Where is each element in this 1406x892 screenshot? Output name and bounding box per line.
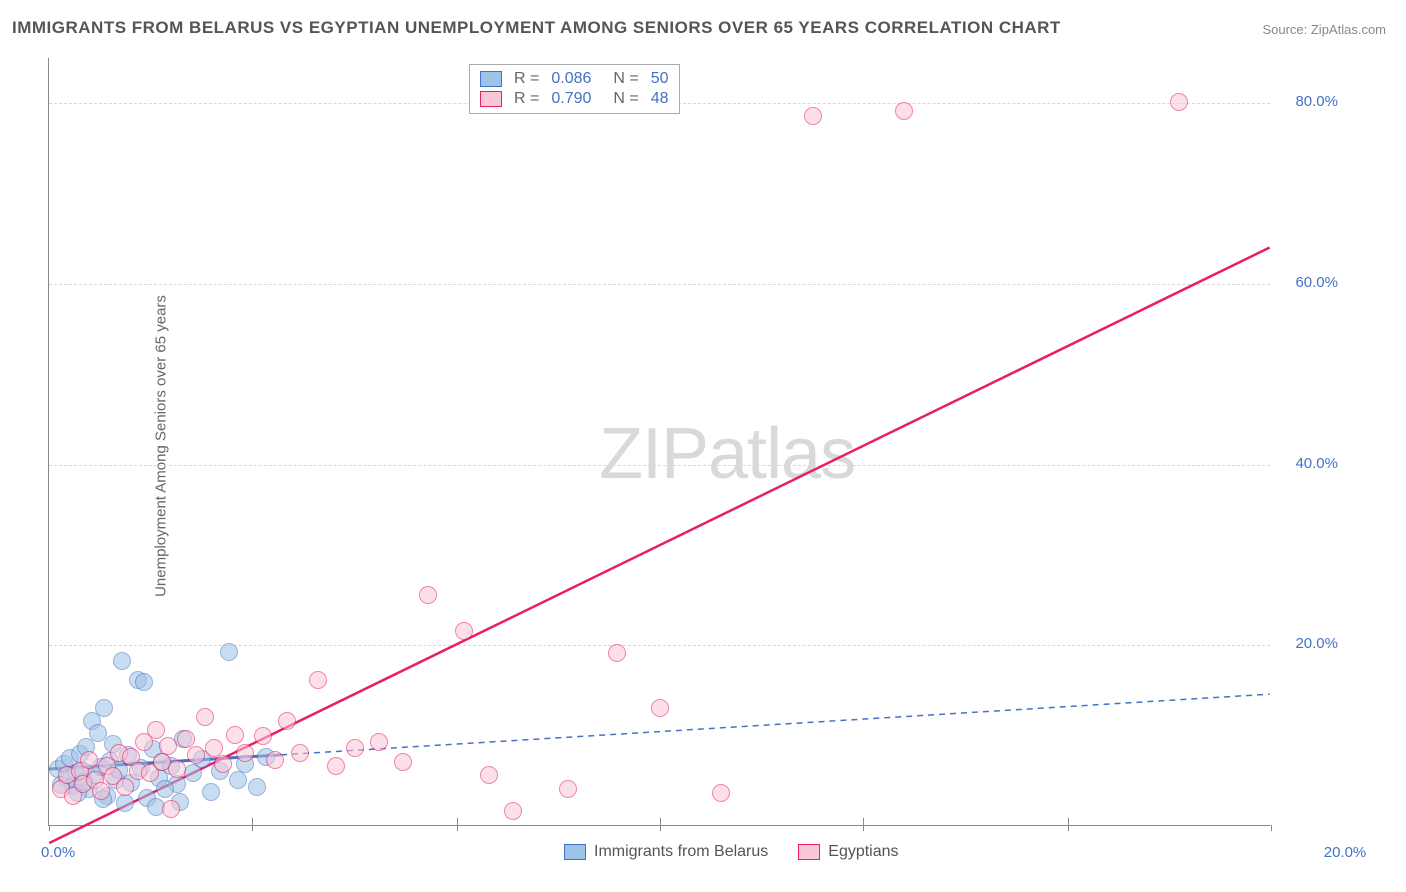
data-point — [95, 699, 113, 717]
data-point — [202, 783, 220, 801]
r-label: R = — [514, 90, 539, 108]
data-point — [266, 751, 284, 769]
data-point — [159, 737, 177, 755]
data-point — [254, 727, 272, 745]
data-point — [162, 800, 180, 818]
data-point — [214, 755, 232, 773]
series-legend: Immigrants from Belarus Egyptians — [564, 843, 899, 861]
data-point — [92, 782, 110, 800]
data-point — [113, 652, 131, 670]
data-point — [394, 753, 412, 771]
chart-title: IMMIGRANTS FROM BELARUS VS EGYPTIAN UNEM… — [12, 18, 1061, 38]
data-point — [480, 766, 498, 784]
data-point — [135, 673, 153, 691]
data-point — [804, 107, 822, 125]
legend-swatch — [480, 71, 502, 87]
data-point — [156, 780, 174, 798]
data-point — [187, 746, 205, 764]
y-tick-label: 40.0% — [1295, 455, 1338, 472]
correlation-legend-row: R = 0.790 N = 48 — [480, 89, 669, 109]
data-point — [226, 726, 244, 744]
n-value: 48 — [651, 90, 669, 108]
legend-swatch — [798, 844, 820, 860]
n-label: N = — [613, 70, 638, 88]
legend-label: Immigrants from Belarus — [594, 843, 768, 861]
data-point — [651, 699, 669, 717]
data-point — [895, 102, 913, 120]
source-attribution: Source: ZipAtlas.com — [1262, 22, 1386, 37]
legend-item: Immigrants from Belarus — [564, 843, 768, 861]
data-point — [291, 744, 309, 762]
x-tick — [49, 825, 50, 831]
data-point — [116, 794, 134, 812]
legend-label: Egyptians — [828, 843, 898, 861]
data-point — [236, 744, 254, 762]
r-label: R = — [514, 70, 539, 88]
r-value: 0.086 — [551, 70, 591, 88]
data-point — [168, 760, 186, 778]
data-point — [327, 757, 345, 775]
correlation-legend: R = 0.086 N = 50 R = 0.790 N = 48 — [469, 64, 680, 114]
data-point — [559, 780, 577, 798]
y-tick-label: 60.0% — [1295, 274, 1338, 291]
correlation-legend-row: R = 0.086 N = 50 — [480, 69, 669, 89]
data-point — [147, 721, 165, 739]
data-point — [229, 771, 247, 789]
n-value: 50 — [651, 70, 669, 88]
data-point — [116, 778, 134, 796]
data-point — [80, 751, 98, 769]
data-point — [346, 739, 364, 757]
plot-area: 20.0%40.0%60.0%80.0%0.0%20.0%ZIPatlasR =… — [48, 58, 1270, 826]
data-point — [455, 622, 473, 640]
data-point — [608, 644, 626, 662]
legend-item: Egyptians — [798, 843, 898, 861]
data-point — [248, 778, 266, 796]
data-point — [504, 802, 522, 820]
y-tick-label: 80.0% — [1295, 93, 1338, 110]
data-point — [712, 784, 730, 802]
data-point — [309, 671, 327, 689]
legend-swatch — [564, 844, 586, 860]
x-tick-label: 0.0% — [41, 844, 75, 861]
data-point — [370, 733, 388, 751]
x-tick-label: 20.0% — [1324, 844, 1367, 861]
n-label: N = — [613, 90, 638, 108]
y-tick-label: 20.0% — [1295, 635, 1338, 652]
r-value: 0.790 — [551, 90, 591, 108]
data-point — [1170, 93, 1188, 111]
x-tick — [1271, 825, 1272, 831]
data-point — [278, 712, 296, 730]
data-point — [419, 586, 437, 604]
legend-swatch — [480, 91, 502, 107]
data-point — [196, 708, 214, 726]
data-point — [220, 643, 238, 661]
